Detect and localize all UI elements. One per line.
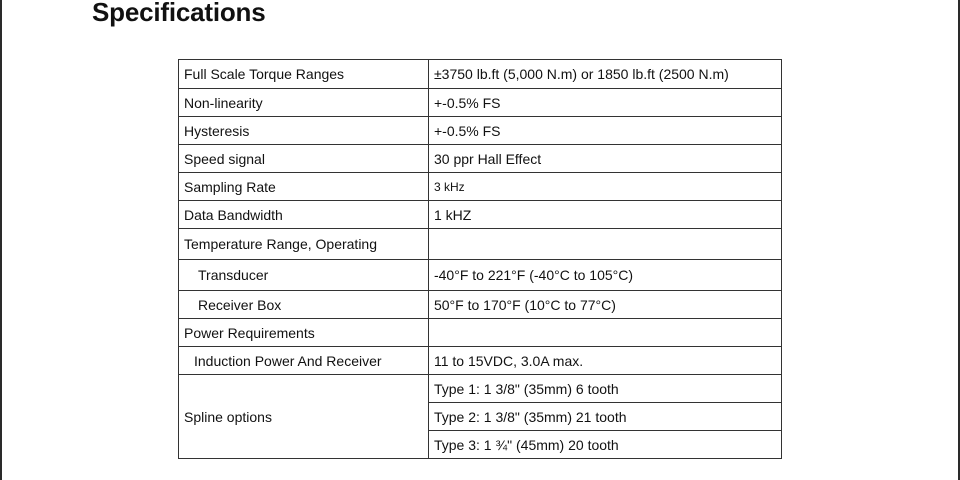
spec-value: 50°F to 170°F (10°C to 77°C)	[427, 290, 783, 319]
spec-value: +-0.5% FS	[427, 88, 783, 117]
spec-label: Speed signal	[178, 144, 429, 173]
table-row: Type 2: 1 3/8" (35mm) 21 tooth	[179, 402, 783, 431]
table-row: Speed signal 30 ppr Hall Effect	[178, 144, 783, 173]
spec-value: 3 kHz	[427, 172, 783, 201]
table-row: Power Requirements	[178, 318, 783, 347]
table-row: Full Scale Torque Ranges ±3750 lb.ft (5,…	[178, 59, 783, 89]
spec-label: Full Scale Torque Ranges	[178, 59, 429, 89]
table-row: Data Bandwidth 1 kHZ	[178, 200, 783, 229]
spec-label: Induction Power And Receiver	[178, 346, 429, 375]
specifications-table: Full Scale Torque Ranges ±3750 lb.ft (5,…	[178, 59, 783, 459]
table-row: Type 3: 1 ¾" (45mm) 20 tooth	[179, 430, 783, 459]
spec-label: Transducer	[178, 259, 429, 291]
spec-label: Temperature Range, Operating	[178, 228, 429, 260]
spec-value: ±3750 lb.ft (5,000 N.m) or 1850 lb.ft (2…	[427, 59, 783, 89]
spec-value	[427, 228, 783, 260]
spline-option: Type 3: 1 ¾" (45mm) 20 tooth	[427, 430, 783, 459]
spline-option: Type 2: 1 3/8" (35mm) 21 tooth	[427, 402, 783, 431]
table-row: Induction Power And Receiver 11 to 15VDC…	[178, 346, 783, 375]
spec-value: 11 to 15VDC, 3.0A max.	[427, 346, 783, 375]
table-row: Receiver Box 50°F to 170°F (10°C to 77°C…	[178, 290, 783, 319]
table-row: Temperature Range, Operating	[178, 228, 783, 260]
spec-label: Non-linearity	[178, 88, 429, 117]
viewer-left-edge	[0, 0, 2, 480]
spec-value: -40°F to 221°F (-40°C to 105°C)	[427, 259, 783, 291]
spec-value: 1 kHZ	[427, 200, 783, 229]
spec-label: Data Bandwidth	[178, 200, 429, 229]
table-row: Spline options Type 1: 1 3/8" (35mm) 6 t…	[178, 374, 783, 459]
page-title: Specifications	[92, 0, 266, 27]
spec-label: Sampling Rate	[178, 172, 429, 201]
viewer-right-edge	[958, 0, 960, 480]
table-row: Transducer -40°F to 221°F (-40°C to 105°…	[178, 259, 783, 291]
table-row: Non-linearity +-0.5% FS	[178, 88, 783, 117]
spec-value	[427, 318, 783, 347]
spec-label: Spline options	[178, 374, 429, 459]
spec-label: Receiver Box	[178, 290, 429, 319]
table-row: Hysteresis +-0.5% FS	[178, 116, 783, 145]
spline-option: Type 1: 1 3/8" (35mm) 6 tooth	[427, 374, 783, 403]
spec-label: Power Requirements	[178, 318, 429, 347]
table-row: Sampling Rate 3 kHz	[178, 172, 783, 201]
spec-label: Hysteresis	[178, 116, 429, 145]
spec-value: 30 ppr Hall Effect	[427, 144, 783, 173]
spec-value: +-0.5% FS	[427, 116, 783, 145]
